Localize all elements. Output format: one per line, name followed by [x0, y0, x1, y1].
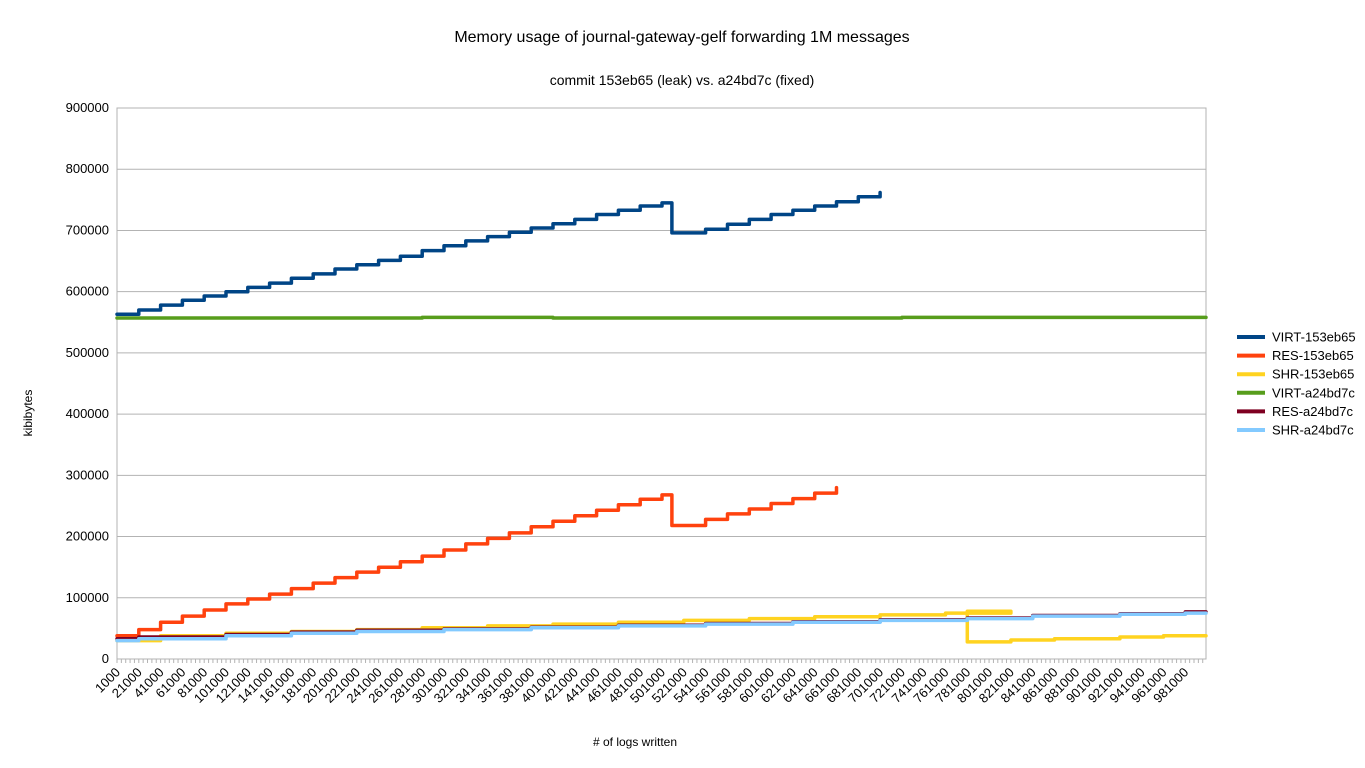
- legend-label: VIRT-153eb65: [1272, 330, 1356, 345]
- y-tick-label: 800000: [66, 161, 109, 176]
- legend: VIRT-153eb65 RES-153eb65 SHR-153eb65 VIRT-a…: [1237, 330, 1356, 438]
- y-tick-label: 700000: [66, 222, 109, 237]
- y-tick-label: 0: [102, 651, 109, 666]
- x-axis-ticks: 1000210004100061000810001010001210001410…: [92, 659, 1204, 706]
- y-tick-label: 100000: [66, 590, 109, 605]
- series-line-shr-a24bd7c: [115, 611, 1208, 643]
- series-line-res-153eb65: [115, 485, 839, 638]
- legend-label: VIRT-a24bd7c: [1272, 385, 1355, 400]
- y-tick-label: 900000: [66, 100, 109, 115]
- y-tick-label: 300000: [66, 467, 109, 482]
- y-tick-label: 500000: [66, 345, 109, 360]
- chart-subtitle: commit 153eb65 (leak) vs. a24bd7c (fixed…: [550, 72, 815, 88]
- y-axis-label: kibibytes: [21, 390, 35, 437]
- y-tick-label: 600000: [66, 284, 109, 299]
- legend-label: SHR-a24bd7c: [1272, 423, 1354, 438]
- gridlines: [117, 107, 1206, 660]
- y-axis-ticks: 0 100000 200000 300000 400000 500000 600000 700…: [66, 100, 109, 666]
- series-line-virt-153eb65: [115, 190, 882, 317]
- series-line-virt-a24bd7c: [115, 315, 1208, 320]
- series-lines: [115, 190, 1208, 644]
- plot-area: [116, 107, 1207, 660]
- legend-label: RES-a24bd7c: [1272, 404, 1353, 419]
- x-axis-label: # of logs written: [593, 735, 677, 749]
- y-tick-label: 400000: [66, 406, 109, 421]
- legend-label: RES-153eb65: [1272, 348, 1354, 363]
- legend-label: SHR-153eb65: [1272, 367, 1354, 382]
- chart-title: Memory usage of journal-gateway-gelf for…: [454, 29, 909, 46]
- y-tick-label: 200000: [66, 529, 109, 544]
